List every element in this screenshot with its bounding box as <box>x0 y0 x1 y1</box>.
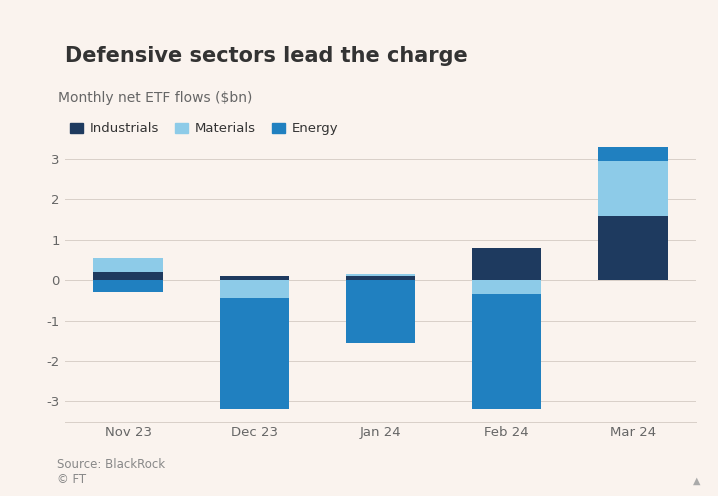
Bar <box>472 280 541 294</box>
Bar <box>220 280 289 299</box>
Text: ▲: ▲ <box>693 476 700 486</box>
Bar <box>93 280 163 292</box>
Bar <box>472 294 541 410</box>
Bar <box>346 280 415 343</box>
Bar <box>93 272 163 280</box>
Bar <box>472 248 541 280</box>
Bar <box>220 276 289 280</box>
Text: Monthly net ETF flows ($bn): Monthly net ETF flows ($bn) <box>58 91 253 105</box>
Bar <box>346 276 415 280</box>
Bar <box>93 258 163 272</box>
Text: Defensive sectors lead the charge: Defensive sectors lead the charge <box>65 47 467 66</box>
Bar <box>598 161 668 216</box>
Bar <box>598 216 668 280</box>
Bar <box>346 274 415 276</box>
Bar <box>598 147 668 161</box>
Text: Source: BlackRock
© FT: Source: BlackRock © FT <box>57 458 166 486</box>
Legend: Industrials, Materials, Energy: Industrials, Materials, Energy <box>65 117 343 141</box>
Bar <box>220 299 289 410</box>
